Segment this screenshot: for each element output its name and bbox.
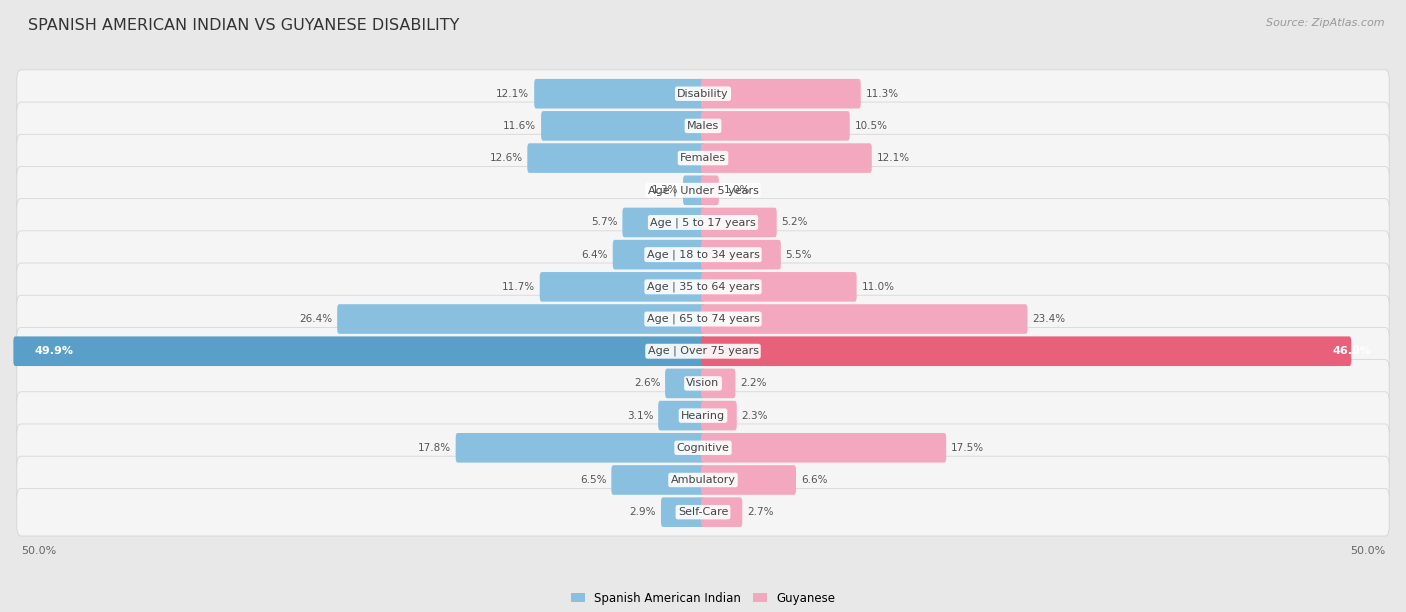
FancyBboxPatch shape [702, 337, 1351, 366]
Text: 10.5%: 10.5% [855, 121, 887, 131]
Text: 26.4%: 26.4% [299, 314, 332, 324]
Text: Age | 5 to 17 years: Age | 5 to 17 years [650, 217, 756, 228]
FancyBboxPatch shape [17, 392, 1389, 439]
FancyBboxPatch shape [702, 111, 849, 141]
FancyBboxPatch shape [456, 433, 704, 463]
FancyBboxPatch shape [17, 102, 1389, 150]
Text: 2.9%: 2.9% [630, 507, 657, 517]
Text: SPANISH AMERICAN INDIAN VS GUYANESE DISABILITY: SPANISH AMERICAN INDIAN VS GUYANESE DISA… [28, 18, 460, 34]
FancyBboxPatch shape [623, 207, 704, 237]
FancyBboxPatch shape [17, 231, 1389, 278]
Text: 6.6%: 6.6% [801, 475, 827, 485]
Text: 1.3%: 1.3% [652, 185, 678, 195]
Text: Ambulatory: Ambulatory [671, 475, 735, 485]
Text: 11.3%: 11.3% [866, 89, 898, 99]
Text: Age | Under 5 years: Age | Under 5 years [648, 185, 758, 195]
FancyBboxPatch shape [702, 207, 776, 237]
Text: 12.6%: 12.6% [489, 153, 523, 163]
Legend: Spanish American Indian, Guyanese: Spanish American Indian, Guyanese [565, 587, 841, 610]
FancyBboxPatch shape [702, 240, 780, 269]
FancyBboxPatch shape [702, 304, 1028, 334]
Text: 11.6%: 11.6% [503, 121, 536, 131]
FancyBboxPatch shape [702, 401, 737, 430]
Text: Males: Males [688, 121, 718, 131]
FancyBboxPatch shape [612, 465, 704, 494]
FancyBboxPatch shape [702, 465, 796, 494]
Text: Vision: Vision [686, 378, 720, 389]
FancyBboxPatch shape [17, 424, 1389, 472]
FancyBboxPatch shape [658, 401, 704, 430]
Text: Females: Females [681, 153, 725, 163]
FancyBboxPatch shape [17, 199, 1389, 246]
Text: 11.0%: 11.0% [862, 282, 894, 292]
FancyBboxPatch shape [17, 166, 1389, 214]
Text: 23.4%: 23.4% [1032, 314, 1066, 324]
Text: 6.5%: 6.5% [581, 475, 606, 485]
Text: 11.7%: 11.7% [502, 282, 534, 292]
FancyBboxPatch shape [17, 295, 1389, 343]
Text: Age | 35 to 64 years: Age | 35 to 64 years [647, 282, 759, 292]
Text: Cognitive: Cognitive [676, 443, 730, 453]
FancyBboxPatch shape [14, 337, 704, 366]
FancyBboxPatch shape [702, 368, 735, 398]
Text: 12.1%: 12.1% [496, 89, 530, 99]
FancyBboxPatch shape [702, 498, 742, 527]
Text: 17.8%: 17.8% [418, 443, 451, 453]
Text: 3.1%: 3.1% [627, 411, 654, 420]
FancyBboxPatch shape [702, 272, 856, 302]
FancyBboxPatch shape [702, 176, 718, 205]
Text: 5.7%: 5.7% [591, 217, 617, 228]
FancyBboxPatch shape [17, 360, 1389, 407]
Text: 2.3%: 2.3% [741, 411, 768, 420]
FancyBboxPatch shape [541, 111, 704, 141]
Text: 5.2%: 5.2% [782, 217, 808, 228]
Text: Source: ZipAtlas.com: Source: ZipAtlas.com [1267, 18, 1385, 28]
FancyBboxPatch shape [337, 304, 704, 334]
Text: Age | Over 75 years: Age | Over 75 years [648, 346, 758, 356]
FancyBboxPatch shape [527, 143, 704, 173]
FancyBboxPatch shape [17, 70, 1389, 118]
Text: 46.9%: 46.9% [1333, 346, 1371, 356]
FancyBboxPatch shape [683, 176, 704, 205]
Text: 49.9%: 49.9% [35, 346, 73, 356]
FancyBboxPatch shape [17, 263, 1389, 311]
Text: 12.1%: 12.1% [876, 153, 910, 163]
FancyBboxPatch shape [613, 240, 704, 269]
Text: 2.2%: 2.2% [740, 378, 766, 389]
Text: 50.0%: 50.0% [21, 546, 56, 556]
Text: Age | 65 to 74 years: Age | 65 to 74 years [647, 314, 759, 324]
Text: 5.5%: 5.5% [786, 250, 813, 259]
Text: 50.0%: 50.0% [1350, 546, 1385, 556]
FancyBboxPatch shape [534, 79, 704, 108]
FancyBboxPatch shape [17, 327, 1389, 375]
Text: Hearing: Hearing [681, 411, 725, 420]
Text: Self-Care: Self-Care [678, 507, 728, 517]
Text: 17.5%: 17.5% [950, 443, 984, 453]
FancyBboxPatch shape [702, 433, 946, 463]
FancyBboxPatch shape [702, 79, 860, 108]
FancyBboxPatch shape [702, 143, 872, 173]
FancyBboxPatch shape [17, 134, 1389, 182]
Text: 1.0%: 1.0% [724, 185, 749, 195]
FancyBboxPatch shape [665, 368, 704, 398]
Text: Age | 18 to 34 years: Age | 18 to 34 years [647, 250, 759, 260]
FancyBboxPatch shape [661, 498, 704, 527]
FancyBboxPatch shape [540, 272, 704, 302]
Text: 2.6%: 2.6% [634, 378, 661, 389]
Text: 6.4%: 6.4% [582, 250, 607, 259]
Text: Disability: Disability [678, 89, 728, 99]
FancyBboxPatch shape [17, 488, 1389, 536]
FancyBboxPatch shape [17, 456, 1389, 504]
Text: 2.7%: 2.7% [747, 507, 773, 517]
